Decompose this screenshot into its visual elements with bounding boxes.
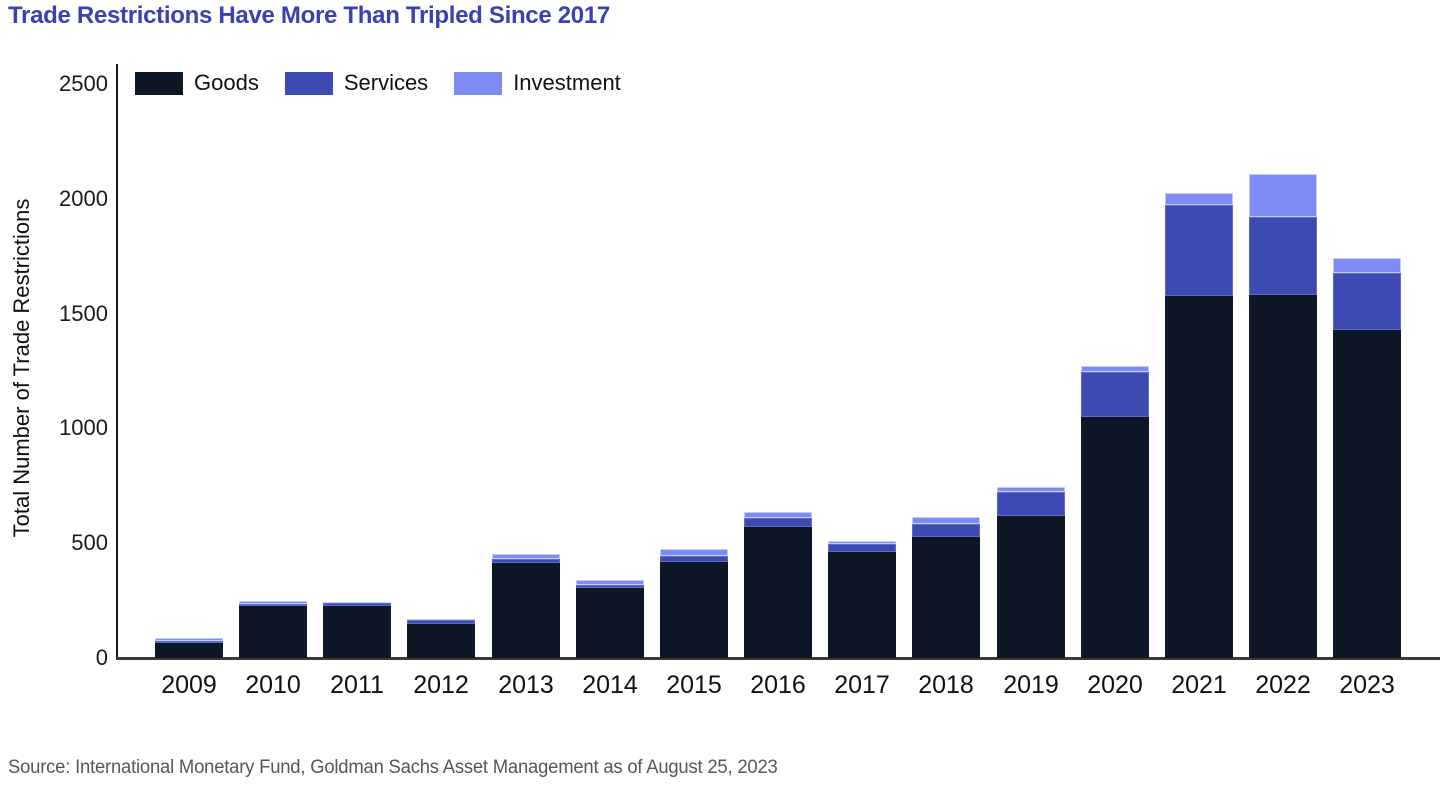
x-tick-label-2015: 2015 (666, 671, 722, 699)
x-tick-label-2012: 2012 (413, 671, 469, 699)
x-tick-label-2020: 2020 (1087, 671, 1143, 699)
legend-item-services: Services (284, 70, 429, 96)
bar-segment-services-2011 (323, 603, 391, 606)
bar-segment-services-2022 (1249, 217, 1317, 295)
y-tick-label-1000: 1000 (59, 415, 108, 441)
bar-segment-investment-2014 (576, 580, 644, 585)
x-tick-label-2014: 2014 (582, 671, 638, 699)
bar-segment-goods-2012 (407, 624, 475, 658)
bar-segment-services-2010 (239, 604, 307, 606)
legend-swatch-goods-icon (135, 71, 183, 95)
x-tick-label-2009: 2009 (161, 671, 217, 699)
bar-segment-goods-2011 (323, 606, 391, 658)
bar-segment-goods-2010 (239, 606, 307, 658)
bar-segment-investment-2019 (997, 487, 1065, 492)
bar-segment-services-2013 (492, 559, 560, 563)
x-tick-label-2010: 2010 (245, 671, 301, 699)
bar-segment-investment-2013 (492, 554, 560, 559)
bar-segment-goods-2016 (744, 527, 812, 658)
bar-segment-investment-2023 (1333, 258, 1401, 273)
bar-segment-goods-2019 (997, 516, 1065, 658)
y-axis-title: Total Number of Trade Restrictions (9, 198, 34, 538)
x-tick-label-2021: 2021 (1171, 671, 1227, 699)
bar-segment-investment-2017 (828, 541, 896, 544)
legend-label-services: Services (343, 70, 429, 95)
x-tick-label-2022: 2022 (1255, 671, 1311, 699)
bar-segment-investment-2009 (155, 638, 223, 641)
y-tick-label-1500: 1500 (59, 300, 108, 326)
legend-label-goods: Goods (194, 70, 259, 95)
bar-segment-services-2012 (407, 620, 475, 624)
x-axis-line (116, 657, 1440, 660)
legend-item-investment: Investment (454, 70, 621, 96)
bar-segment-services-2023 (1333, 273, 1401, 330)
x-tick-label-2019: 2019 (1003, 671, 1059, 699)
bar-segment-services-2021 (1165, 205, 1233, 296)
legend-item-goods: Goods (135, 70, 259, 96)
y-tick-label-2500: 2500 (59, 71, 108, 96)
bar-segment-goods-2020 (1081, 417, 1149, 658)
x-tick-label-2013: 2013 (498, 671, 554, 699)
legend-swatch-services-icon (284, 71, 333, 95)
bar-segment-investment-2015 (660, 549, 728, 556)
y-tick-label-0: 0 (95, 645, 108, 670)
bar-segment-goods-2022 (1249, 295, 1317, 658)
bar-segment-investment-2011 (323, 602, 391, 603)
bar-segment-services-2019 (997, 492, 1065, 516)
x-tick-label-2023: 2023 (1339, 671, 1395, 699)
chart-legend: Goods Services Investment (135, 70, 621, 96)
source-note: Source: International Monetary Fund, Gol… (8, 757, 778, 778)
bar-segment-services-2009 (155, 641, 223, 643)
legend-label-investment: Investment (513, 70, 621, 95)
x-tick-label-2017: 2017 (834, 671, 890, 699)
bar-segment-services-2017 (828, 544, 896, 552)
bar-segment-investment-2020 (1081, 366, 1149, 372)
bar-segment-goods-2014 (576, 588, 644, 658)
bar-segment-investment-2012 (407, 619, 475, 620)
bar-segment-goods-2021 (1165, 296, 1233, 658)
bar-segment-services-2015 (660, 556, 728, 562)
bar-segment-goods-2009 (155, 643, 223, 658)
bar-segment-investment-2021 (1165, 193, 1233, 205)
chart-title: Trade Restrictions Have More Than Triple… (8, 2, 610, 29)
y-tick-label-2000: 2000 (59, 185, 108, 211)
bar-segment-investment-2018 (912, 517, 980, 524)
x-tick-label-2018: 2018 (918, 671, 974, 699)
bar-segment-investment-2022 (1249, 174, 1317, 217)
y-axis-line (116, 64, 118, 659)
legend-swatch-investment-icon (454, 71, 503, 95)
bar-segment-services-2014 (576, 585, 644, 588)
x-tick-label-2016: 2016 (750, 671, 806, 699)
bar-segment-goods-2023 (1333, 330, 1401, 658)
bar-segment-goods-2015 (660, 562, 728, 658)
bar-segment-services-2020 (1081, 372, 1149, 417)
bar-segment-services-2016 (744, 518, 812, 527)
bar-segment-services-2018 (912, 524, 980, 537)
bar-segment-investment-2016 (744, 512, 812, 518)
y-tick-label-500: 500 (71, 530, 108, 556)
bar-segment-goods-2018 (912, 537, 980, 658)
bar-segment-goods-2013 (492, 563, 560, 658)
bar-segment-goods-2017 (828, 552, 896, 658)
bar-segment-investment-2010 (239, 601, 307, 604)
x-tick-label-2011: 2011 (330, 671, 384, 699)
